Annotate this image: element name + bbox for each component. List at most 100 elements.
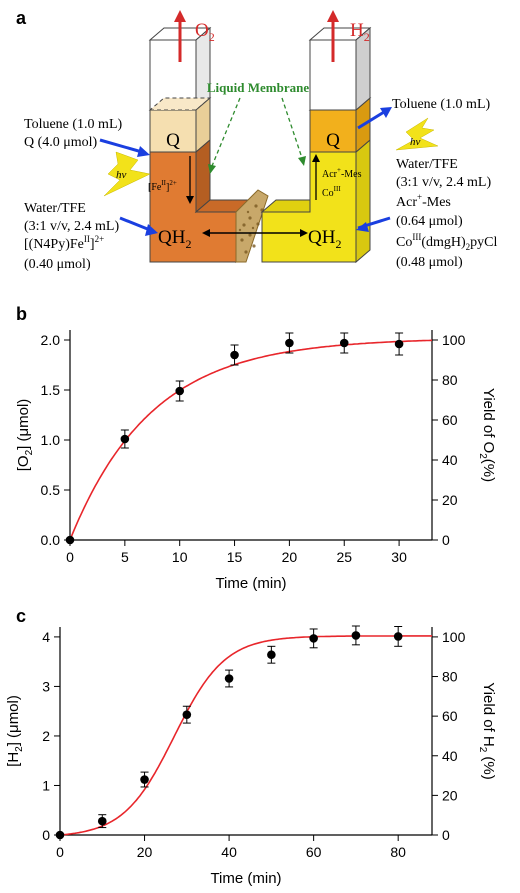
h2-label: H2 — [350, 20, 370, 44]
right-q-label: Q — [326, 130, 340, 151]
data-point — [175, 386, 184, 396]
electrolysis-cell-diagram — [148, 26, 372, 264]
y-tick-label-right: 0 — [442, 827, 450, 843]
qh2-transfer-arrow-right-head — [300, 229, 308, 237]
data-point — [182, 710, 192, 719]
data-point — [285, 338, 294, 348]
x-tick-label: 10 — [172, 549, 188, 565]
membrane-texture — [238, 204, 264, 254]
right-bridge-top — [260, 199, 311, 213]
right-toluene-pointer-head — [380, 107, 392, 118]
right-solvent-pointer-head — [356, 222, 369, 232]
y-tick-label-left: 1.5 — [41, 382, 61, 398]
data-point — [309, 634, 318, 643]
x-tick-label: 80 — [390, 844, 406, 860]
o2-label: O2 — [195, 20, 215, 44]
left-hv-label: hν — [116, 169, 127, 181]
right-acr-name: Acr+-Mes — [396, 192, 451, 210]
left-solvent-label: Water/TFE — [24, 201, 86, 216]
left-solvent-ratio: (3:1 v/v, 2.4 mL) — [24, 219, 119, 234]
y-tick-label-right: 80 — [442, 372, 458, 388]
left-vertical-arrow-head — [186, 196, 194, 204]
fit-curve — [69, 339, 433, 541]
left-qh2-label: QH2 — [158, 227, 191, 251]
x-tick-label: 15 — [227, 549, 243, 565]
right-toluene-label: Toluene (1.0 mL) — [392, 97, 490, 112]
y-tick-label-right: 20 — [442, 492, 458, 508]
y-tick-label-right: 0 — [442, 532, 450, 548]
x-tick-label: 40 — [221, 844, 237, 860]
x-tick-label: 0 — [66, 549, 74, 565]
data-point — [351, 631, 361, 640]
y-axis-title-left: [O2] (μmol) — [15, 399, 35, 472]
data-point — [267, 650, 276, 660]
y-axis-title-right: Yield of H2 (%) — [477, 682, 497, 780]
fit-curve — [59, 635, 432, 836]
y-tick-label-right: 40 — [442, 452, 458, 468]
right-toluene-pointer — [357, 110, 385, 130]
y-tick-label-left: 1 — [42, 777, 50, 793]
left-q-amount-label: Q (4.0 μmol) — [24, 135, 98, 150]
y-tick-label-right: 60 — [442, 708, 458, 724]
data-point — [140, 775, 149, 784]
y-tick-label-left: 2.0 — [41, 332, 61, 348]
data-point — [393, 632, 403, 641]
y-axis-title-right: Yield of O2(%) — [477, 388, 497, 482]
right-vertical-arrow-head — [312, 154, 320, 162]
y-tick-label-left: 0.5 — [41, 482, 61, 498]
membrane-arrow-left-head — [208, 164, 216, 174]
y-tick-label-left: 4 — [42, 629, 50, 645]
left-fe-catalyst-name: [(N4Py)FeII]2+ — [24, 234, 104, 252]
left-toluene-pointer-head — [137, 146, 150, 157]
right-solvent-label: Water/TFE — [396, 157, 458, 172]
y-tick-label-left: 0.0 — [41, 532, 61, 548]
x-tick-label: 20 — [137, 844, 153, 860]
y-tick-label-left: 3 — [42, 678, 50, 694]
y-tick-label-right: 80 — [442, 669, 458, 685]
right-qh2-label: QH2 — [308, 227, 341, 251]
right-acr-amount: (0.64 μmol) — [396, 214, 463, 229]
data-point — [120, 434, 130, 444]
data-point — [230, 350, 239, 360]
right-hv-label: hν — [410, 136, 421, 148]
left-fe-catalyst-label: [FeII]2+ — [148, 179, 177, 193]
right-tube-side — [355, 26, 371, 112]
data-point — [224, 674, 234, 683]
left-fe-catalyst-amount: (0.40 μmol) — [24, 257, 91, 272]
x-tick-label: 60 — [306, 844, 322, 860]
data-point — [97, 816, 107, 826]
right-toluene-layer — [309, 109, 357, 153]
x-tick-label: 20 — [282, 549, 298, 565]
x-tick-label: 5 — [121, 549, 129, 565]
x-axis-title: Time (min) — [210, 870, 281, 887]
x-tick-label: 0 — [56, 844, 64, 860]
o2-arrow-head — [174, 10, 186, 22]
data-point — [339, 338, 349, 348]
y-tick-label-right: 40 — [442, 748, 458, 764]
y-tick-label-left: 2 — [42, 728, 50, 744]
right-solvent-ratio: (3:1 v/v, 2.4 mL) — [396, 175, 491, 190]
left-solvent-pointer — [119, 216, 151, 232]
liquid-membrane-label: Liquid Membrane — [207, 80, 309, 95]
x-axis-title: Time (min) — [215, 575, 286, 592]
o2-evolution-chart: 0 5 10 15 20 25 30 0.0 0.5 1.0 1.5 2.0 0 20 40 60 80 100 T… — [15, 330, 497, 592]
data-point — [65, 535, 75, 545]
qh2-transfer-arrow-left-head — [202, 229, 210, 237]
x-tick-label: 25 — [336, 549, 352, 565]
left-solvent-pointer-head — [145, 224, 158, 236]
right-light-icon — [395, 117, 439, 151]
membrane-arrow-right — [281, 97, 303, 159]
right-co-amount: (0.48 μmol) — [396, 255, 463, 270]
panel-label-b: b — [16, 304, 27, 324]
liquid-membrane-block — [235, 189, 269, 263]
y-tick-label-right: 100 — [442, 629, 466, 645]
panel-label-a: a — [16, 8, 27, 28]
y-axis-title-left: [H2] (μmol) — [5, 695, 25, 767]
membrane-arrow-right-head — [298, 156, 306, 166]
left-q-label: Q — [166, 130, 180, 151]
y-tick-label-right: 20 — [442, 787, 458, 803]
membrane-arrow-left — [211, 97, 241, 167]
y-tick-label-right: 100 — [442, 332, 466, 348]
